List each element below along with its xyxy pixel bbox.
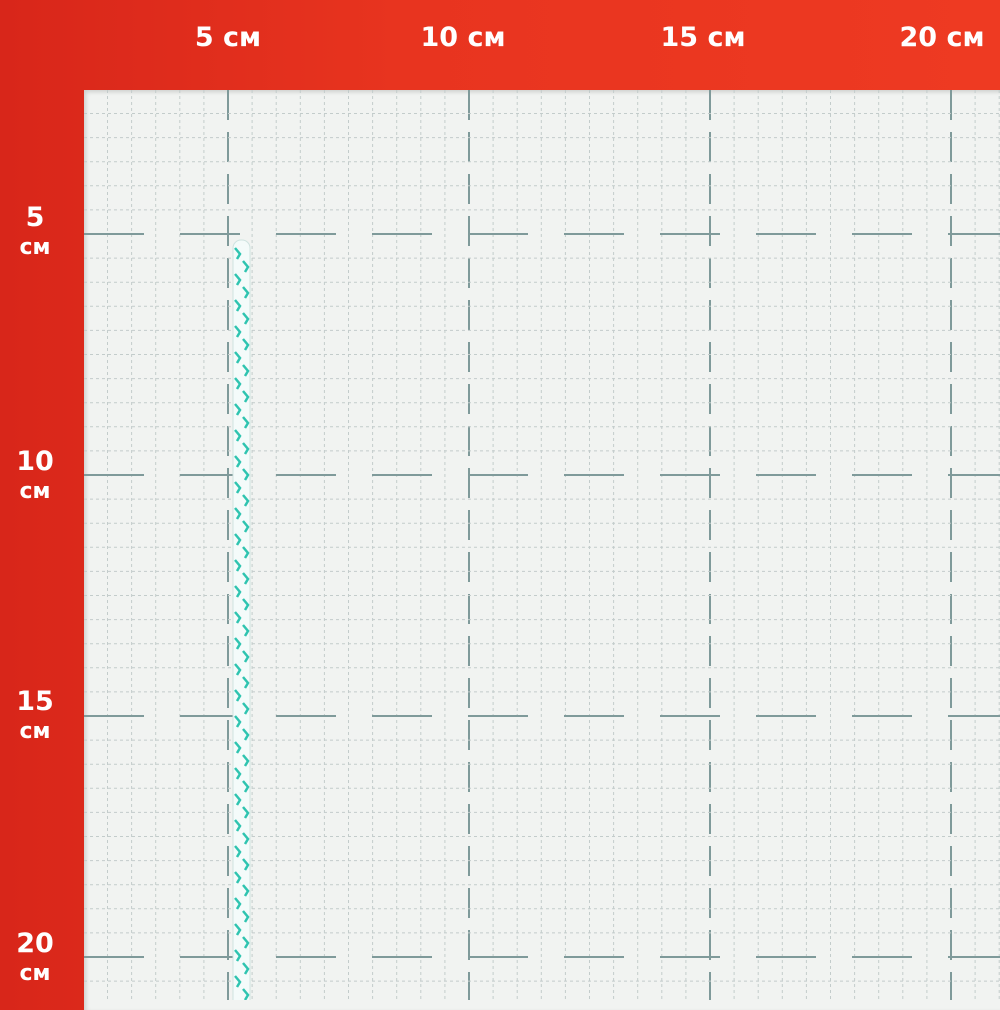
cord xyxy=(232,239,251,1000)
cord-strand xyxy=(242,442,250,455)
top-label-20cm: 20 см xyxy=(899,22,985,53)
cord-strand xyxy=(242,312,250,325)
cord-strand xyxy=(242,858,250,871)
label-number: 20 xyxy=(16,928,54,959)
cord-strand xyxy=(242,494,250,507)
cord-strand xyxy=(234,923,242,936)
cord-strand xyxy=(242,806,250,819)
cord-strand xyxy=(242,624,250,637)
cord-strand xyxy=(234,247,242,260)
cord-strand xyxy=(234,351,242,364)
top-label-10cm: 10 см xyxy=(420,22,506,53)
cord-strand xyxy=(234,689,242,702)
cord-strand xyxy=(242,598,250,611)
cord-strand xyxy=(242,988,250,1000)
cord-strand xyxy=(242,572,250,585)
label-number: 15 xyxy=(16,686,54,717)
cord-strand xyxy=(234,871,242,884)
label-unit: см xyxy=(19,961,51,986)
top-label-5cm: 5 см xyxy=(194,22,262,53)
cord-strand xyxy=(234,455,242,468)
cord-strand xyxy=(234,507,242,520)
cord-strand xyxy=(234,429,242,442)
cord-strand xyxy=(234,377,242,390)
label-number: 5 xyxy=(25,202,45,233)
cord-strand xyxy=(234,897,242,910)
cord-strand xyxy=(242,260,250,273)
label-unit: см xyxy=(19,235,51,260)
left-label-5cm: 5 см xyxy=(0,203,70,263)
cord-strand xyxy=(242,780,250,793)
cord-strand xyxy=(234,403,242,416)
cord-strand xyxy=(242,364,250,377)
cord-strand xyxy=(234,663,242,676)
cord-strand xyxy=(242,962,250,975)
cord-strand xyxy=(234,481,242,494)
cord-strand xyxy=(234,715,242,728)
cord-strand xyxy=(242,702,250,715)
cord-strand xyxy=(242,338,250,351)
cord-strand xyxy=(242,546,250,559)
left-label-15cm: 15 см xyxy=(0,687,70,747)
cord-strand xyxy=(242,520,250,533)
cord-strand xyxy=(242,650,250,663)
label-number: 10 xyxy=(16,446,54,477)
top-label-15cm: 15 см xyxy=(660,22,746,53)
cord-strand xyxy=(242,910,250,923)
cord-strand xyxy=(242,468,250,481)
cord-strand xyxy=(234,611,242,624)
left-label-20cm: 20 см xyxy=(0,929,70,989)
cord-strand xyxy=(234,793,242,806)
cord-strand xyxy=(242,728,250,741)
cord-strand xyxy=(234,741,242,754)
cord-strand xyxy=(234,299,242,312)
cord-strand xyxy=(242,416,250,429)
cord-strand xyxy=(234,767,242,780)
cord-strand xyxy=(242,754,250,767)
cord-strand xyxy=(234,949,242,962)
cord-strand xyxy=(242,676,250,689)
cord-strand xyxy=(234,585,242,598)
cord-strand xyxy=(234,975,242,988)
label-unit: см xyxy=(19,719,51,744)
cord-strand xyxy=(234,845,242,858)
cord-strand xyxy=(234,819,242,832)
cord-strand xyxy=(234,273,242,286)
cord-strand xyxy=(234,559,242,572)
label-unit: см xyxy=(19,479,51,504)
cord-strand xyxy=(234,533,242,546)
cord-strand xyxy=(242,884,250,897)
left-label-10cm: 10 см xyxy=(0,447,70,507)
cord-strand xyxy=(242,390,250,403)
cord-strand xyxy=(242,832,250,845)
cord-strand xyxy=(234,637,242,650)
cord-strand xyxy=(234,325,242,338)
cord-strand xyxy=(242,936,250,949)
cord-strand xyxy=(242,286,250,299)
